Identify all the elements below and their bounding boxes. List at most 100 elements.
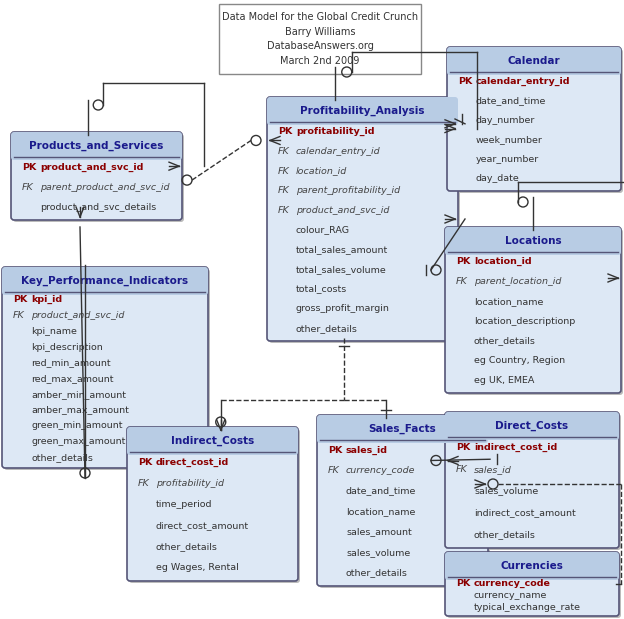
Text: sales_volume: sales_volume [346, 548, 410, 557]
Text: location_name: location_name [474, 297, 544, 306]
Text: FK: FK [278, 186, 290, 195]
FancyBboxPatch shape [13, 134, 184, 222]
Text: parent_profitability_id: parent_profitability_id [296, 186, 400, 195]
FancyBboxPatch shape [127, 427, 298, 455]
Text: FK: FK [138, 479, 150, 488]
FancyBboxPatch shape [445, 412, 619, 440]
Text: Profitability_Analysis: Profitability_Analysis [300, 106, 425, 116]
Text: PK: PK [456, 443, 470, 452]
Text: FK: FK [328, 466, 339, 475]
Text: total_sales_amount: total_sales_amount [296, 245, 388, 254]
FancyBboxPatch shape [447, 47, 621, 191]
FancyBboxPatch shape [2, 267, 208, 295]
Text: Locations: Locations [505, 236, 562, 246]
Text: FK: FK [13, 311, 25, 320]
FancyBboxPatch shape [447, 414, 621, 550]
Text: day_number: day_number [476, 116, 535, 125]
Text: typical_exchange_rate: typical_exchange_rate [474, 602, 581, 612]
FancyBboxPatch shape [445, 227, 621, 393]
FancyBboxPatch shape [317, 415, 488, 586]
Text: date_and_time: date_and_time [476, 97, 547, 105]
Text: Direct_Costs: Direct_Costs [495, 421, 568, 431]
Text: Key_Performance_Indicators: Key_Performance_Indicators [21, 276, 188, 286]
Text: sales_amount: sales_amount [346, 527, 412, 537]
FancyBboxPatch shape [445, 412, 619, 548]
FancyBboxPatch shape [269, 99, 460, 343]
Text: product_and_svc_id: product_and_svc_id [40, 162, 144, 171]
Text: product_and_svc_id: product_and_svc_id [296, 206, 389, 215]
FancyBboxPatch shape [4, 269, 210, 470]
Text: red_min_amount: red_min_amount [31, 358, 110, 367]
Text: eg Country, Region: eg Country, Region [474, 356, 565, 365]
Text: parent_product_and_svc_id: parent_product_and_svc_id [40, 183, 170, 191]
Text: profitability_id: profitability_id [156, 479, 224, 488]
Text: amber_max_amount: amber_max_amount [31, 405, 129, 415]
Text: Indirect_Costs: Indirect_Costs [171, 436, 254, 446]
FancyBboxPatch shape [267, 97, 458, 125]
Text: eg Wages, Rental: eg Wages, Rental [156, 563, 239, 572]
Text: other_details: other_details [31, 452, 93, 462]
Text: PK: PK [456, 579, 470, 587]
Text: indirect_cost_id: indirect_cost_id [474, 443, 557, 452]
Text: PK: PK [458, 77, 472, 86]
Text: amber_min_amount: amber_min_amount [31, 390, 126, 399]
FancyBboxPatch shape [447, 229, 623, 395]
Text: FK: FK [22, 183, 34, 191]
Text: other_details: other_details [474, 530, 536, 539]
Text: gross_profit_margin: gross_profit_margin [296, 304, 390, 313]
FancyBboxPatch shape [267, 97, 458, 341]
FancyBboxPatch shape [449, 49, 623, 193]
FancyBboxPatch shape [11, 132, 182, 160]
Text: PK: PK [456, 258, 470, 266]
Text: Data Model for the Global Credit Crunch
Barry Williams
DatabaseAnswers.org
March: Data Model for the Global Credit Crunch … [222, 12, 418, 66]
Text: product_and_svc_details: product_and_svc_details [40, 202, 156, 212]
Text: colour_RAG: colour_RAG [296, 225, 350, 235]
Text: PK: PK [13, 295, 27, 305]
Text: week_number: week_number [476, 135, 543, 144]
Text: day_date: day_date [476, 174, 520, 183]
Text: sales_volume: sales_volume [474, 487, 539, 495]
Text: kpi_name: kpi_name [31, 327, 77, 336]
Text: FK: FK [278, 147, 290, 156]
Text: parent_location_id: parent_location_id [474, 277, 562, 286]
Text: PK: PK [138, 458, 152, 467]
Text: FK: FK [278, 206, 290, 215]
FancyBboxPatch shape [2, 267, 208, 468]
Text: Currencies: Currencies [500, 561, 563, 571]
Text: currency_name: currency_name [474, 591, 547, 599]
Text: location_descriptionp: location_descriptionp [474, 316, 575, 326]
FancyBboxPatch shape [129, 429, 300, 583]
Text: currency_code: currency_code [346, 466, 416, 475]
Text: other_details: other_details [474, 336, 536, 345]
Text: location_id: location_id [474, 258, 532, 266]
Text: year_number: year_number [476, 155, 539, 163]
Text: kpi_id: kpi_id [31, 295, 62, 305]
FancyBboxPatch shape [445, 552, 619, 616]
Text: FK: FK [456, 277, 468, 286]
FancyBboxPatch shape [317, 415, 488, 443]
Text: FK: FK [456, 465, 468, 474]
Text: location_name: location_name [346, 507, 416, 516]
Text: Products_and_Services: Products_and_Services [29, 141, 163, 151]
Text: green_max_amount: green_max_amount [31, 437, 125, 446]
Text: calendar_entry_id: calendar_entry_id [296, 147, 381, 156]
Text: time_period: time_period [156, 500, 213, 509]
Text: indirect_cost_amount: indirect_cost_amount [474, 508, 576, 517]
Text: direct_cost_amount: direct_cost_amount [156, 521, 249, 530]
Text: profitability_id: profitability_id [296, 128, 374, 136]
FancyBboxPatch shape [319, 417, 490, 588]
Text: other_details: other_details [156, 542, 218, 551]
Text: other_details: other_details [296, 324, 358, 332]
Text: eg UK, EMEA: eg UK, EMEA [474, 376, 534, 384]
FancyBboxPatch shape [445, 227, 621, 255]
Text: product_and_svc_id: product_and_svc_id [31, 311, 124, 320]
FancyBboxPatch shape [11, 132, 182, 220]
Text: sales_id: sales_id [474, 465, 512, 474]
FancyBboxPatch shape [445, 552, 619, 580]
Text: total_costs: total_costs [296, 284, 347, 293]
Text: FK: FK [278, 167, 290, 176]
Text: currency_code: currency_code [474, 578, 551, 587]
Text: sales_id: sales_id [346, 446, 388, 455]
Text: location_id: location_id [296, 167, 347, 176]
Text: other_details: other_details [346, 568, 408, 578]
